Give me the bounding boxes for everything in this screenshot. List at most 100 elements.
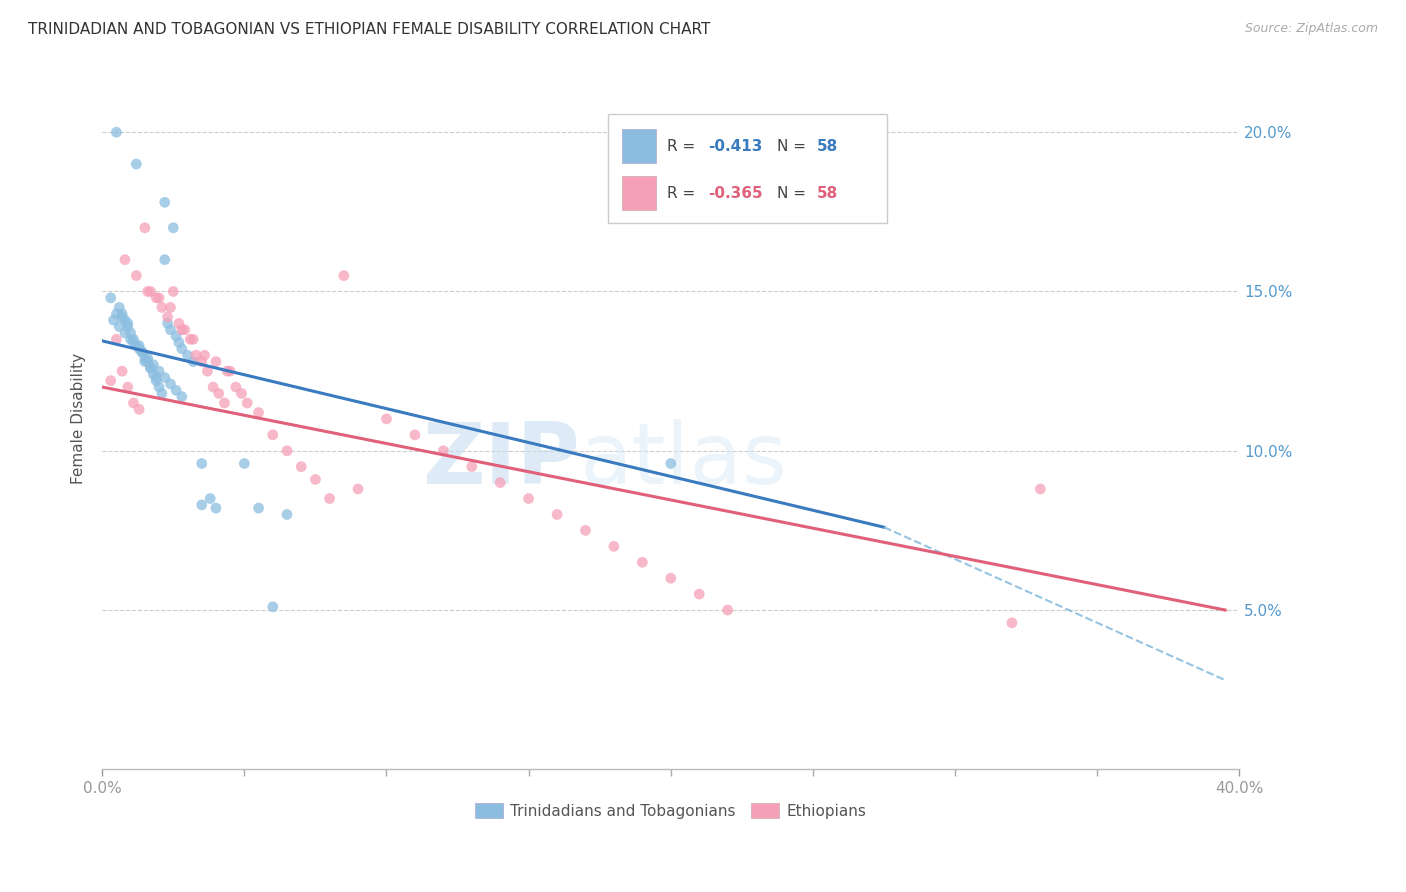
Text: 58: 58 [817,186,838,201]
Point [145,291,167,305]
Point [105,307,128,321]
Point [247,501,270,516]
Point [134,354,156,368]
Point [111,364,134,378]
Point [276,508,298,522]
Point [105,125,128,139]
Point [105,332,128,346]
Point [375,412,398,426]
Point [156,317,179,331]
Text: N =: N = [776,186,810,201]
Point [170,342,193,356]
Point [202,380,225,394]
Point [181,354,204,368]
Point [333,268,356,283]
Point [122,332,145,346]
Point [197,364,219,378]
Point [193,348,215,362]
Point [517,491,540,506]
Point [134,220,156,235]
Text: -0.365: -0.365 [709,186,763,201]
Point [131,345,153,359]
Point [142,358,165,372]
Point [176,348,198,362]
Point [139,360,162,375]
Point [128,342,150,356]
Point [100,374,122,388]
Point [148,364,170,378]
Point [1029,482,1052,496]
Point [125,157,148,171]
Text: Source: ZipAtlas.com: Source: ZipAtlas.com [1244,22,1378,36]
Point [217,364,239,378]
Point [318,491,340,506]
Point [148,291,170,305]
Point [108,301,131,315]
Y-axis label: Female Disability: Female Disability [72,353,86,484]
Point [170,390,193,404]
Point [159,301,181,315]
Point [262,599,284,614]
Point [111,310,134,324]
Point [136,285,159,299]
Point [205,501,228,516]
Point [276,443,298,458]
Point [145,370,167,384]
Point [181,332,204,346]
Point [190,457,212,471]
Point [108,319,131,334]
Point [117,380,139,394]
FancyBboxPatch shape [609,114,887,223]
Point [219,364,242,378]
Point [190,498,212,512]
Text: R =: R = [668,139,700,153]
Point [125,268,148,283]
Point [114,252,136,267]
Point [236,396,259,410]
Point [546,508,568,522]
Point [111,307,134,321]
Point [631,555,654,569]
Point [150,301,173,315]
Point [162,220,184,235]
Point [208,386,231,401]
Point [205,354,228,368]
Point [131,345,153,359]
Point [136,354,159,368]
Text: ZIP: ZIP [422,419,579,502]
Text: R =: R = [668,186,700,201]
Point [489,475,512,490]
Point [165,329,187,343]
Point [159,376,181,391]
Point [184,348,207,362]
Point [122,396,145,410]
Point [114,313,136,327]
Point [659,571,682,585]
Point [120,326,142,340]
Point [136,351,159,366]
Text: -0.413: -0.413 [709,139,762,153]
Text: N =: N = [776,139,810,153]
Point [122,335,145,350]
Point [247,405,270,419]
Point [1001,615,1024,630]
Text: atlas: atlas [579,419,787,502]
Point [125,338,148,352]
Point [167,317,190,331]
Point [153,252,176,267]
Point [233,457,256,471]
Point [170,323,193,337]
Point [574,524,596,538]
Point [179,332,201,346]
Text: 58: 58 [817,139,838,153]
Point [304,472,326,486]
Point [117,319,139,334]
Point [225,380,247,394]
Point [404,427,426,442]
Text: TRINIDADIAN AND TOBAGONIAN VS ETHIOPIAN FEMALE DISABILITY CORRELATION CHART: TRINIDADIAN AND TOBAGONIAN VS ETHIOPIAN … [28,22,710,37]
Point [103,313,125,327]
Point [120,332,142,346]
Point [200,491,222,506]
Point [145,374,167,388]
Point [162,285,184,299]
